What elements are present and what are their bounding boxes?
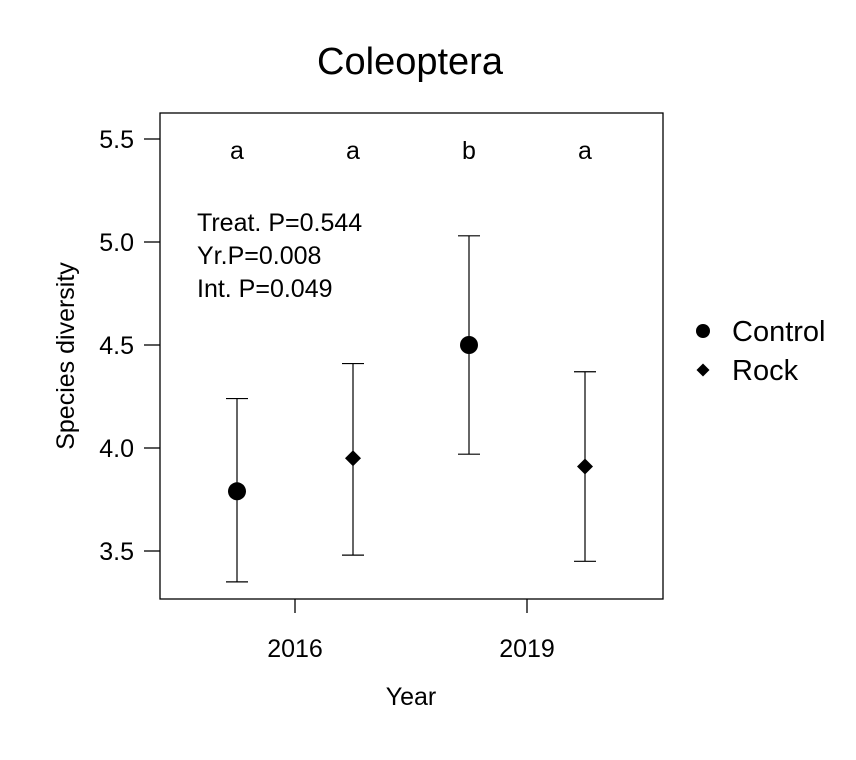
significance-letter: a: [578, 137, 592, 165]
error-bar-group: [226, 397, 248, 583]
significance-letter: a: [230, 137, 244, 165]
annotation-text: Int. P=0.049: [197, 275, 333, 303]
point-control: [460, 336, 478, 354]
y-tick-label: 3.5: [99, 538, 134, 566]
error-bar-group: [458, 235, 480, 455]
point-rock: [577, 458, 593, 475]
y-tick-label: 4.5: [99, 332, 134, 360]
annotation-block: Treat. P=0.544 Yr.P=0.008 Int. P=0.049: [197, 209, 362, 303]
y-tick-label: 4.0: [99, 435, 134, 463]
legend-label: Control: [732, 316, 826, 348]
error-bar-group: [574, 371, 596, 562]
point-control: [228, 482, 246, 501]
data-marks: a ba a: [226, 137, 596, 583]
error-bar-group: [342, 362, 364, 556]
y-axis: 3.5 4.0 4.5 5.0 5.5: [99, 126, 160, 566]
annotation-text: Yr.P=0.008: [197, 242, 321, 270]
legend-marker-rock: [696, 363, 710, 377]
point-rock: [345, 450, 361, 467]
legend: Control Rock: [696, 316, 826, 387]
x-axis-label: Year: [386, 683, 437, 711]
x-axis: 2016 2019: [267, 599, 555, 663]
y-axis-label: Species diversity: [52, 262, 80, 450]
y-tick-label: 5.0: [99, 229, 134, 257]
legend-marker-control: [696, 324, 710, 338]
plot-frame: [159, 112, 664, 600]
x-tick-label: 2016: [267, 635, 323, 663]
legend-label: Rock: [732, 355, 799, 387]
chart-title: Coleoptera: [317, 41, 504, 83]
annotation-text: Treat. P=0.544: [197, 209, 362, 237]
significance-letter: a: [346, 137, 360, 165]
significance-letter: b: [462, 137, 476, 165]
y-tick-label: 5.5: [99, 126, 134, 154]
x-tick-label: 2019: [499, 635, 555, 663]
